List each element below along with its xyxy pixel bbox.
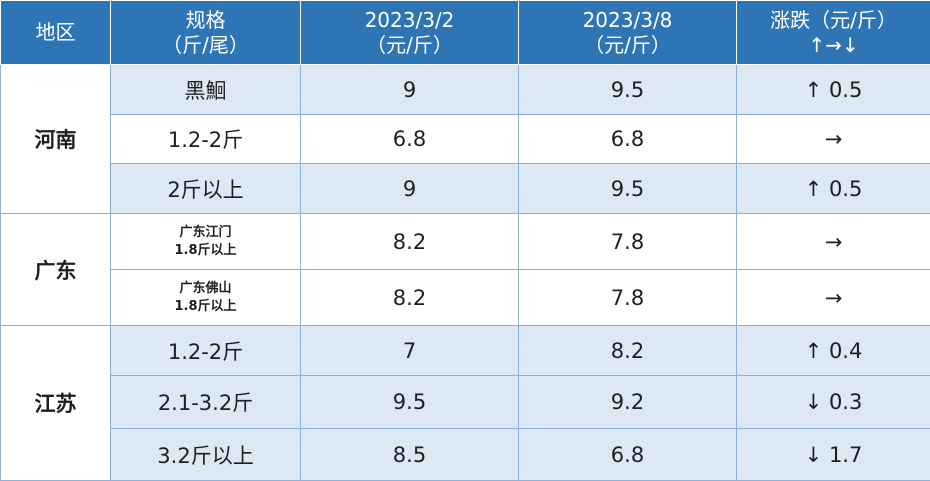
change-cell: →	[736, 213, 930, 270]
table-row: 河南 黑鮰 9 9.5 ↑ 0.5	[0, 64, 930, 214]
spec-cell: 1.2-2斤	[110, 114, 301, 164]
header-spec-unit: （斤/尾）	[162, 32, 249, 57]
region-cell: 江苏	[0, 325, 111, 481]
price-date1-cell: 9	[300, 163, 519, 214]
up-arrow-icon: ↑	[804, 77, 823, 102]
spec-location: 广东江门	[179, 224, 232, 240]
header-date2-title: 2023/3/8	[582, 7, 673, 32]
change-value: 1.7	[828, 442, 863, 467]
header-region: 地区	[0, 0, 111, 65]
right-arrow-icon: →	[824, 229, 843, 254]
change-cell: ↑ 0.5	[736, 64, 930, 115]
spec-cell: 广东佛山 1.8斤以上	[110, 269, 301, 326]
table-row: 2.1-3.2斤 9.5 9.2 ↓ 0.3	[1, 375, 930, 429]
price-date2-cell: 6.8	[518, 114, 737, 164]
price-date2-cell: 7.8	[518, 269, 737, 326]
spec-location: 广东佛山	[179, 280, 232, 296]
price-date2-cell: 7.8	[518, 213, 737, 270]
table-row: 江苏 1.2-2斤 7 8.2 ↑ 0.4	[0, 325, 930, 481]
price-date1-cell: 6.8	[300, 114, 519, 164]
header-date1-unit: （元/斤）	[366, 32, 453, 57]
price-date2-cell: 9.2	[518, 375, 737, 429]
header-change: 涨跌（元/斤） ↑→↓	[736, 0, 930, 65]
spec-cell: 3.2斤以上	[110, 428, 301, 481]
header-date1-title: 2023/3/2	[364, 7, 455, 32]
spec-weight: 1.8斤以上	[174, 298, 237, 314]
spec-cell: 2.1-3.2斤	[110, 375, 301, 429]
up-arrow-icon: ↑	[804, 176, 823, 201]
header-spec: 规格 （斤/尾）	[110, 0, 301, 65]
header-change-arrows: ↑→↓	[808, 32, 859, 57]
price-date1-cell: 8.2	[300, 213, 519, 270]
price-date1-cell: 9.5	[300, 375, 519, 429]
header-date1: 2023/3/2 （元/斤）	[300, 0, 519, 65]
price-date1-cell: 8.5	[300, 428, 519, 481]
table-row: 2斤以上 9 9.5 ↑ 0.5	[1, 163, 930, 214]
price-date1-cell: 8.2	[300, 269, 519, 326]
spec-cell: 1.2-2斤	[110, 325, 301, 376]
change-cell: →	[736, 114, 930, 164]
spec-cell: 广东江门 1.8斤以上	[110, 213, 301, 270]
table-row: 1.2-2斤 6.8 6.8 →	[1, 114, 930, 164]
header-date2: 2023/3/8 （元/斤）	[518, 0, 737, 65]
change-cell: ↑ 0.5	[736, 163, 930, 214]
price-date1-cell: 9	[300, 64, 519, 115]
change-value: 0.3	[828, 390, 863, 414]
price-date1-cell: 7	[300, 325, 519, 376]
change-value: 0.5	[828, 77, 863, 102]
change-value: 0.5	[828, 176, 863, 201]
change-cell: ↓ 1.7	[736, 428, 930, 481]
price-date2-cell: 9.5	[518, 64, 737, 115]
change-value: 0.4	[828, 338, 863, 363]
down-arrow-icon: ↓	[804, 390, 823, 414]
right-arrow-icon: →	[824, 127, 843, 151]
header-row: 地区 规格 （斤/尾） 2023/3/2 （元/斤） 2023/3/8 （元/斤…	[0, 0, 930, 65]
spec-cell: 2斤以上	[110, 163, 301, 214]
region-cell: 广东	[0, 213, 111, 326]
down-arrow-icon: ↓	[804, 442, 823, 467]
price-date2-cell: 8.2	[518, 325, 737, 376]
price-date2-cell: 6.8	[518, 428, 737, 481]
right-arrow-icon: →	[824, 285, 843, 310]
table-row: 3.2斤以上 8.5 6.8 ↓ 1.7	[1, 428, 930, 481]
region-cell: 河南	[0, 64, 111, 214]
up-arrow-icon: ↑	[804, 338, 823, 363]
table-row: 广东佛山 1.8斤以上 8.2 7.8 →	[1, 269, 930, 326]
header-date2-unit: （元/斤）	[584, 32, 671, 57]
header-spec-title: 规格	[185, 7, 226, 32]
header-change-title: 涨跌（元/斤）	[770, 7, 897, 32]
change-cell: ↓ 0.3	[736, 375, 930, 429]
spec-cell: 黑鮰	[110, 64, 301, 115]
price-date2-cell: 9.5	[518, 163, 737, 214]
change-cell: ↑ 0.4	[736, 325, 930, 376]
change-cell: →	[736, 269, 930, 326]
spec-weight: 1.8斤以上	[174, 242, 237, 258]
table-row: 广东 广东江门 1.8斤以上 8.2 7.8 →	[0, 213, 930, 326]
